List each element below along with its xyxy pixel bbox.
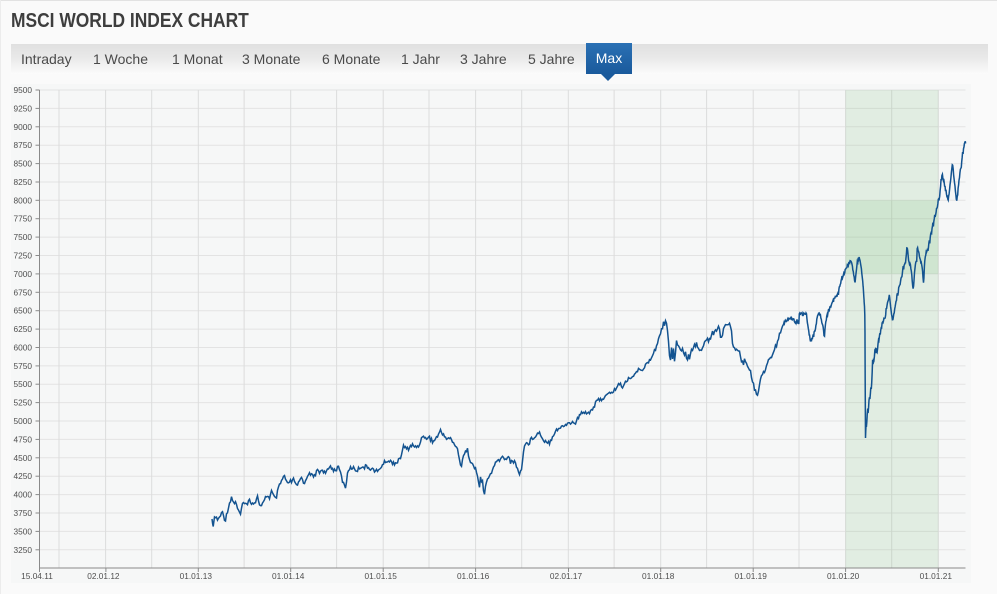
svg-text:01.01.19: 01.01.19 (735, 571, 768, 581)
svg-text:7750: 7750 (14, 214, 33, 224)
svg-text:02.01.17: 02.01.17 (550, 571, 583, 581)
svg-text:6250: 6250 (14, 324, 33, 334)
svg-text:4500: 4500 (14, 453, 33, 463)
svg-text:4000: 4000 (14, 490, 33, 500)
svg-text:3750: 3750 (14, 508, 33, 518)
svg-text:8500: 8500 (14, 159, 33, 169)
svg-text:5000: 5000 (14, 416, 33, 426)
svg-text:8000: 8000 (14, 195, 33, 205)
svg-text:02.01.12: 02.01.12 (87, 571, 120, 581)
svg-text:01.01.16: 01.01.16 (457, 571, 490, 581)
svg-text:9250: 9250 (14, 103, 33, 113)
svg-text:8750: 8750 (14, 140, 33, 150)
svg-text:7500: 7500 (14, 232, 33, 242)
svg-text:9000: 9000 (14, 122, 33, 132)
svg-text:01.01.13: 01.01.13 (180, 571, 213, 581)
svg-text:4750: 4750 (14, 434, 33, 444)
svg-text:01.01.18: 01.01.18 (642, 571, 675, 581)
svg-text:01.01.14: 01.01.14 (272, 571, 305, 581)
svg-text:4250: 4250 (14, 471, 33, 481)
svg-text:01.01.21: 01.01.21 (920, 571, 953, 581)
svg-text:5500: 5500 (14, 379, 33, 389)
svg-text:7250: 7250 (14, 251, 33, 261)
svg-text:3500: 3500 (14, 526, 33, 536)
svg-text:3250: 3250 (14, 545, 33, 555)
svg-text:8250: 8250 (14, 177, 33, 187)
svg-text:5250: 5250 (14, 398, 33, 408)
svg-text:01.01.15: 01.01.15 (365, 571, 398, 581)
svg-text:6750: 6750 (14, 287, 33, 297)
svg-text:15.04.11: 15.04.11 (21, 571, 53, 581)
svg-text:7000: 7000 (14, 269, 33, 279)
svg-text:01.01.20: 01.01.20 (827, 571, 860, 581)
svg-text:6000: 6000 (14, 343, 33, 353)
svg-text:5750: 5750 (14, 361, 33, 371)
svg-text:9500: 9500 (14, 85, 33, 95)
svg-text:6500: 6500 (14, 306, 33, 316)
